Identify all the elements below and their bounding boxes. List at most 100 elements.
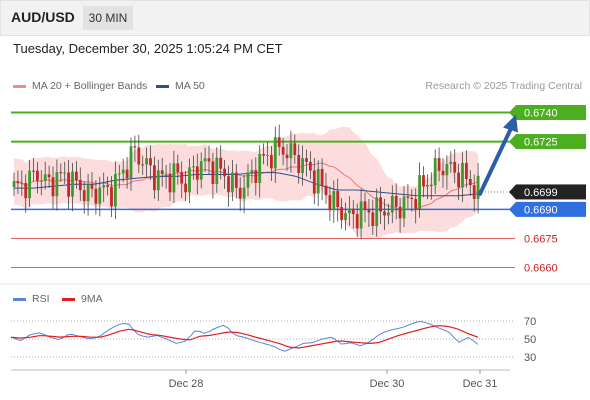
candle-body	[445, 164, 449, 176]
candle-body	[172, 163, 176, 193]
level-tag-0.6690	[516, 201, 586, 217]
candle-body	[367, 209, 371, 213]
candle-body	[28, 170, 31, 199]
candle-body	[223, 168, 226, 177]
candle-body	[429, 184, 433, 186]
candle-body	[24, 183, 28, 199]
candle-body	[16, 181, 20, 184]
candle-body	[270, 154, 273, 169]
candle-body	[309, 161, 312, 171]
candle-body	[219, 157, 223, 169]
candle-body	[32, 170, 35, 172]
legend-rsi: RSI	[13, 293, 50, 305]
candle-body	[453, 161, 457, 173]
candle-body	[51, 177, 55, 197]
candle-body	[258, 153, 262, 183]
candle-body	[43, 174, 47, 181]
candle-body	[340, 207, 343, 220]
legend-bollinger-label: MA 20 + Bollinger Bands	[32, 80, 148, 92]
level-label-0.6725: 0.6725	[524, 137, 558, 149]
candle-body	[468, 178, 472, 186]
candle-body	[199, 161, 203, 180]
candle-body	[301, 158, 304, 174]
candle-body	[398, 206, 402, 219]
candle-body	[273, 137, 277, 169]
candle-body	[75, 171, 78, 180]
candle-body	[98, 187, 102, 204]
candle-body	[117, 173, 121, 175]
symbol-label: AUD/USD	[11, 9, 75, 25]
candle-body	[67, 172, 70, 197]
level-label-0.6660: 0.6660	[524, 263, 558, 275]
legend-bollinger: MA 20 + Bollinger Bands	[13, 80, 147, 92]
candle-body	[192, 166, 195, 168]
rsi-9ma-line	[10, 325, 479, 349]
candle-body	[410, 197, 414, 200]
candle-body	[336, 191, 340, 208]
candle-body	[145, 158, 148, 165]
candle-body	[176, 163, 180, 173]
candle-body	[110, 186, 113, 207]
rsi-tick-label: 50	[524, 334, 536, 346]
candle-body	[316, 168, 320, 194]
candle-body	[156, 170, 160, 191]
candle-body	[94, 188, 98, 204]
candle-body	[47, 174, 51, 178]
candle-body	[285, 154, 289, 159]
candle-body	[59, 172, 63, 174]
candle-body	[312, 170, 316, 194]
candle-body	[277, 137, 281, 147]
bollinger-swatch	[13, 84, 26, 88]
candle-body	[387, 212, 390, 216]
candle-body	[188, 167, 191, 193]
candle-body	[164, 173, 168, 175]
candle-body	[476, 175, 480, 199]
ma50-line	[14, 172, 479, 197]
candle-body	[133, 146, 137, 148]
candle-body	[180, 172, 184, 184]
candle-body	[160, 170, 164, 175]
timeframe-button[interactable]: 30 MIN	[83, 6, 133, 30]
candle-body	[375, 197, 379, 227]
candle-body	[297, 155, 301, 174]
candle-body	[78, 179, 82, 191]
candle-body	[121, 169, 125, 174]
candle-body	[359, 201, 363, 229]
candle-body	[211, 161, 215, 185]
candle-body	[418, 175, 421, 209]
candle-body	[426, 184, 429, 187]
candle-body	[90, 184, 94, 189]
candle-body	[406, 196, 410, 198]
candle-body	[106, 185, 109, 187]
candle-body	[402, 196, 406, 219]
candle-body	[472, 185, 476, 199]
candle-body	[390, 195, 394, 213]
rsi-swatch	[13, 297, 26, 301]
candle-body	[461, 162, 464, 188]
candle-body	[355, 214, 359, 229]
candle-body	[465, 162, 468, 179]
level-tag-0.6699	[516, 184, 586, 200]
candle-body	[414, 199, 418, 209]
candle-body	[433, 158, 437, 186]
forecast-arrow-head	[503, 114, 518, 133]
candle-body	[125, 169, 129, 179]
candle-body	[168, 173, 172, 193]
candle-body	[71, 171, 74, 197]
candle-body	[102, 185, 106, 188]
candle-body	[63, 172, 67, 174]
candle-body	[36, 170, 39, 181]
candle-body	[207, 158, 211, 162]
legend-ma50-label: MA 50	[175, 80, 205, 92]
candle-body	[394, 195, 398, 207]
candle-body	[305, 158, 308, 162]
candle-body	[437, 158, 441, 171]
level-tag-pointer-0.6725	[509, 134, 516, 150]
candle-body	[55, 172, 59, 197]
candle-body	[39, 180, 43, 182]
bollinger-band	[14, 126, 479, 240]
candle-body	[129, 146, 133, 179]
rsi-tick-label: 30	[524, 352, 536, 364]
rsi-tick-label: 70	[524, 316, 536, 328]
source-credit: Research © 2025 Trading Central	[425, 80, 582, 92]
